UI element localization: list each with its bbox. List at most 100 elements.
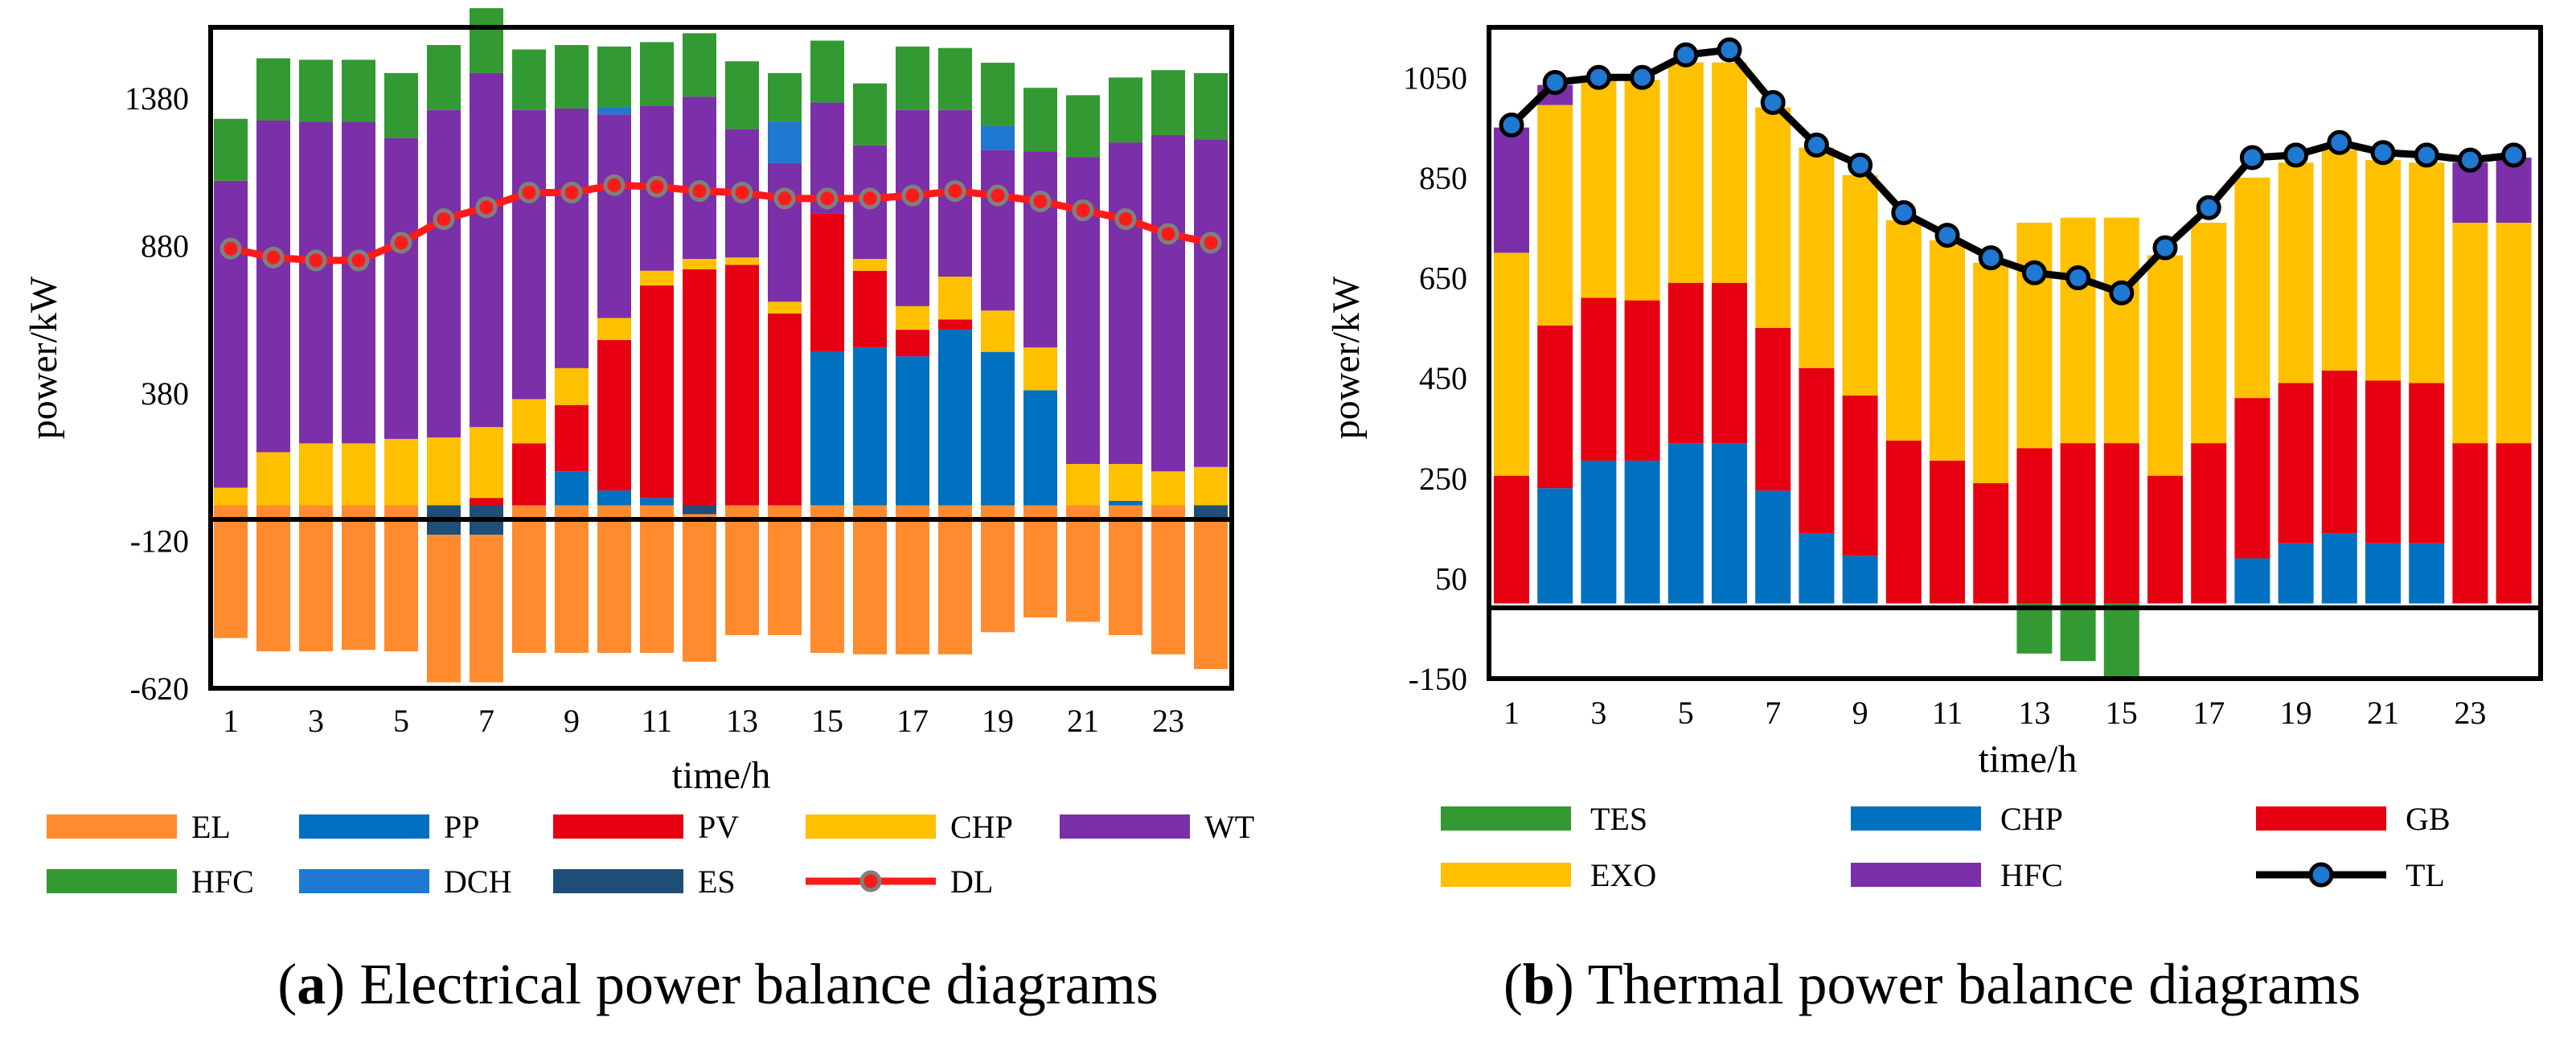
x-tick-label: 11 — [642, 703, 673, 739]
x-tick-labels: 1 3 5 7 9 11 13 15 17 19 21 23 — [223, 703, 1184, 739]
bar-chp-t12 — [683, 259, 716, 269]
legend-swatch — [47, 814, 177, 839]
x-tick-label: 21 — [1067, 703, 1099, 739]
bar-exo-t24 — [2496, 223, 2532, 444]
bar-dch-t19 — [981, 125, 1015, 150]
bar-hfc-t7 — [470, 8, 503, 73]
caption: (a) Electrical power balance diagrams — [277, 952, 1158, 1016]
bar-exo-t13 — [2016, 223, 2053, 449]
line-tl — [1508, 46, 2515, 297]
point-dl-t20 — [1029, 191, 1052, 213]
negative-bars — [214, 505, 1228, 683]
legend-swatch — [1441, 863, 1571, 887]
point-tl-t23 — [2457, 147, 2483, 173]
bar-pp-t17 — [896, 356, 929, 506]
bar-chp-t20 — [1023, 347, 1057, 391]
bar-gb-t9 — [1842, 395, 1878, 556]
legend-label: HFC — [2000, 857, 2063, 893]
x-tick-label: 15 — [811, 703, 843, 739]
y-tick-label: 380 — [141, 375, 189, 412]
legend-item-gb: GB — [2256, 801, 2451, 837]
bar-gb-t15 — [2103, 443, 2139, 604]
legend-label: CHP — [2000, 801, 2063, 837]
plot-frame — [208, 25, 1234, 691]
bar-gb-t17 — [2191, 443, 2227, 604]
bar-chp-t23 — [1151, 471, 1185, 506]
bar-gb-t4 — [1624, 300, 1660, 461]
bar-el-t5 — [384, 505, 418, 652]
point-tl-t12 — [1978, 245, 2004, 271]
bar-es-t24 — [1194, 505, 1228, 520]
bar-exo-t18 — [2234, 177, 2270, 399]
legend-item-tl: TL — [2256, 857, 2445, 893]
point-dl-t15 — [816, 187, 839, 210]
bar-el-t1 — [214, 505, 248, 638]
point-dl-t21 — [1072, 199, 1094, 222]
bar-pp-t20 — [1023, 390, 1057, 506]
bar-chp-t13 — [725, 257, 759, 265]
bar-tes-t14 — [2060, 603, 2096, 662]
bar-chp-t4 — [342, 443, 375, 506]
bar-chp-t9 — [555, 367, 589, 405]
bar-exo-t12 — [1973, 262, 2009, 483]
bar-exo-t6 — [1712, 62, 1747, 283]
bar-hfc-t2 — [256, 58, 290, 121]
bar-hfc-t10 — [597, 46, 631, 108]
tl-line-series — [1499, 37, 2527, 306]
point-dl-t11 — [646, 175, 668, 198]
bar-chp-t19 — [981, 310, 1015, 352]
bar-hfc-t21 — [1066, 95, 1100, 158]
legend-label: PV — [698, 809, 739, 845]
x-tick-label: 3 — [308, 703, 324, 739]
bar-el-t20 — [1023, 505, 1057, 617]
point-tl-t22 — [2414, 142, 2439, 168]
bar-gb-t10 — [1885, 441, 1922, 604]
bar-pp-t18 — [938, 330, 972, 506]
point-tl-t4 — [1630, 64, 1655, 90]
point-dl-t10 — [603, 174, 626, 196]
bar-gb-t21 — [2365, 380, 2401, 544]
bar-wt-t8 — [512, 109, 546, 400]
x-tick-label: 17 — [896, 703, 929, 739]
legend-label: TES — [1590, 801, 1647, 837]
y-axis-label: power/kW — [1325, 276, 1368, 439]
y-tick-label: 450 — [1419, 360, 1467, 396]
y-tick-label: 250 — [1419, 461, 1467, 497]
bar-pp-t22 — [1109, 500, 1142, 506]
legend-label: DL — [950, 864, 993, 900]
x-tick-label: 1 — [223, 703, 239, 739]
bar-chp-t10 — [597, 318, 631, 340]
bar-hfc-t1 — [1494, 127, 1529, 253]
bar-chp-t3 — [1581, 460, 1617, 604]
dl-line-series — [219, 174, 1222, 272]
x-tick-label: 17 — [2192, 695, 2225, 731]
bar-hfc-t14 — [768, 72, 802, 122]
point-tl-t2 — [1542, 70, 1568, 96]
point-dl-t2 — [262, 246, 285, 269]
bar-wt-t5 — [384, 137, 418, 439]
bar-gb-t5 — [1667, 282, 1704, 444]
bar-tes-t13 — [2016, 603, 2053, 654]
bar-el-t24 — [1194, 519, 1228, 670]
legend-item-hfc: HFC — [47, 864, 254, 900]
bar-hfc-t22 — [1109, 77, 1142, 143]
bar-hfc-t17 — [896, 46, 929, 110]
legend-swatch — [1851, 863, 1981, 887]
bar-chp-t7 — [470, 427, 503, 498]
positive-bars — [1494, 62, 2532, 604]
bar-es-t12 — [683, 505, 716, 515]
bar-el-t18 — [938, 505, 972, 654]
bar-wt-t19 — [981, 150, 1015, 311]
bar-gb-t20 — [2321, 370, 2357, 534]
bar-chp-t16 — [853, 259, 887, 271]
bar-exo-t22 — [2409, 162, 2445, 384]
bar-exo-t1 — [1494, 252, 1529, 476]
x-axis-label: time/h — [1979, 738, 2078, 781]
bar-exo-t17 — [2191, 223, 2227, 444]
point-tl-t16 — [2152, 235, 2178, 261]
y-tick-label: 50 — [1435, 560, 1467, 597]
legend-item-chp: CHP — [1851, 801, 2063, 837]
bar-chp-t8 — [512, 399, 546, 444]
bar-wt-t10 — [597, 114, 631, 318]
